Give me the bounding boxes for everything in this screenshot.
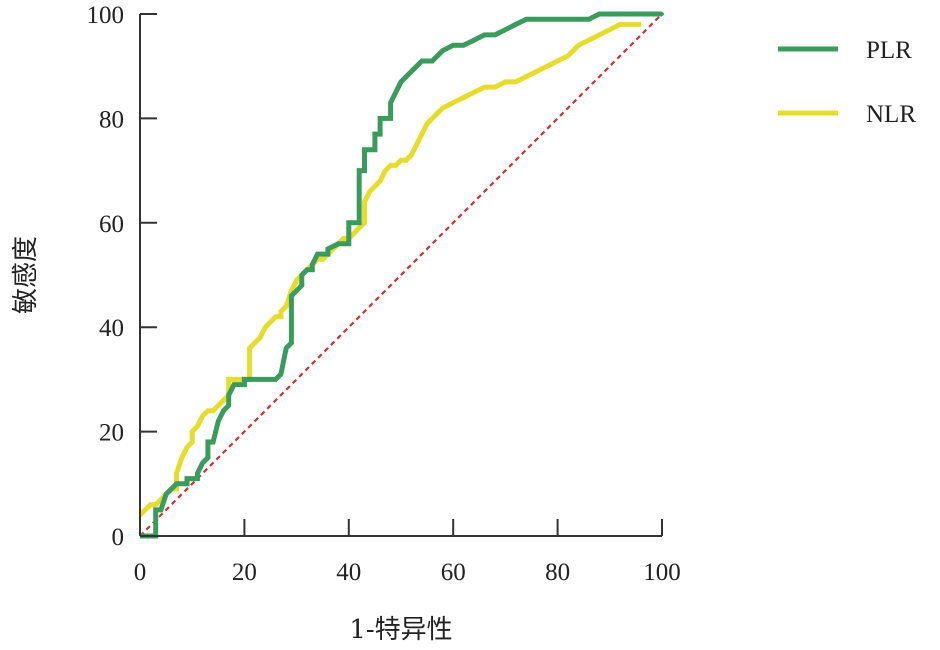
y-tick-label: 80 [99, 106, 124, 133]
plr-point [660, 12, 664, 16]
plr-point [602, 12, 607, 16]
plr-point [628, 12, 633, 16]
plr-point [639, 12, 643, 16]
x-axis-title: 1-特异性 [349, 615, 452, 645]
x-tick-label: 80 [545, 559, 570, 586]
x-tick-label: 60 [441, 559, 466, 586]
y-tick-label: 0 [112, 524, 125, 551]
plr-point [597, 12, 602, 16]
plr-point [608, 12, 612, 16]
plr-point [618, 12, 623, 16]
x-tick-label: 0 [134, 559, 147, 586]
plot-area [138, 11, 664, 539]
axis-ticks: 0 20 40 60 80 100 0 20 40 60 80 100 [87, 2, 681, 586]
y-axis-title: 敏感度 [11, 236, 41, 314]
reference-diagonal-line [139, 13, 663, 537]
plr-point [654, 12, 659, 16]
plr-point [634, 12, 638, 16]
y-tick-label: 100 [87, 2, 125, 29]
plr-point [623, 12, 628, 16]
plr-point [613, 12, 617, 16]
plr-point [644, 12, 649, 16]
axes [139, 14, 662, 537]
y-tick-label: 60 [99, 211, 124, 238]
x-tick-label: 100 [643, 559, 681, 586]
series-line-plr [140, 11, 662, 539]
legend-label-plr: PLR [866, 37, 912, 64]
x-tick-label: 40 [336, 559, 361, 586]
plr-point [649, 12, 654, 16]
y-tick-label: 20 [99, 420, 124, 447]
legend-label-nlr: NLR [866, 101, 916, 128]
legend: PLR NLR [778, 37, 916, 128]
x-tick-label: 20 [232, 559, 257, 586]
y-tick-label: 40 [99, 315, 124, 342]
